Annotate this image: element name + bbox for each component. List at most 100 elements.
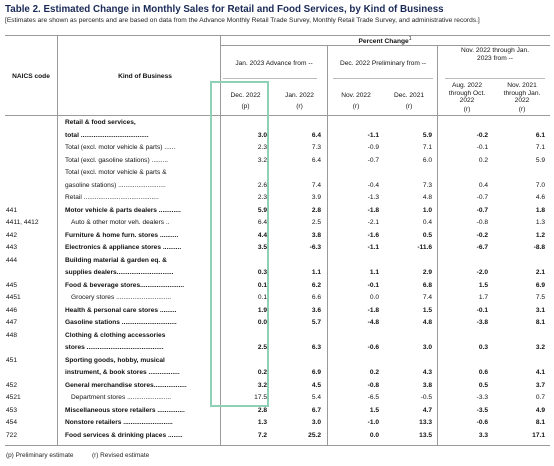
header-col4: Dec. 2021 bbox=[393, 92, 425, 99]
value-cell: 4.7 bbox=[422, 406, 432, 414]
value-cell: 6.4 bbox=[311, 156, 321, 164]
kind-of-business: Total (excl. motor vehicle & parts & bbox=[65, 169, 167, 177]
table-row: 4451 Grocery stores .....................… bbox=[5, 292, 550, 305]
value-cell: 7.1 bbox=[535, 144, 545, 152]
value-cell: 6.8 bbox=[422, 281, 432, 289]
value-cell: -0.6 bbox=[367, 344, 379, 352]
value-cell: 1.2 bbox=[535, 231, 545, 239]
kind-of-business: Furniture & home furn. stores .......... bbox=[65, 231, 179, 239]
table-row: Total (excl. gasoline stations) ........… bbox=[5, 155, 550, 168]
naics-code: 452 bbox=[6, 381, 18, 389]
footnote-revised: (r) Revised estimate bbox=[92, 452, 150, 459]
header-grp2: Dec. 2022 Preliminary from -- bbox=[339, 60, 427, 67]
value-cell: 0.4 bbox=[422, 219, 432, 227]
value-cell: 4.9 bbox=[535, 406, 545, 414]
naics-code: 451 bbox=[6, 356, 18, 364]
value-cell: 3.8 bbox=[422, 381, 432, 389]
value-cell: 6.4 bbox=[311, 131, 321, 139]
rule-grp1 bbox=[223, 78, 317, 79]
value-cell: 1.1 bbox=[369, 269, 379, 277]
value-cell: 5.7 bbox=[311, 319, 321, 327]
naics-code: 448 bbox=[6, 331, 18, 339]
value-cell: 0.2 bbox=[478, 156, 488, 164]
table-row: 442 Furniture & home furn. stores .......… bbox=[5, 230, 550, 243]
value-cell: 4.5 bbox=[311, 381, 321, 389]
value-cell: 4.8 bbox=[422, 194, 432, 202]
kind-of-business: Retail & food services, bbox=[65, 119, 136, 126]
table-row: 444 Building material & garden eq. & bbox=[5, 255, 550, 268]
rule-grp3 bbox=[445, 78, 545, 79]
value-cell: 3.1 bbox=[535, 306, 545, 314]
value-cell: 2.5 bbox=[257, 344, 267, 352]
value-cell: 3.2 bbox=[535, 344, 545, 352]
value-cell: 0.0 bbox=[369, 432, 379, 439]
value-cell: 6.7 bbox=[311, 406, 321, 414]
value-cell: 0.5 bbox=[478, 381, 488, 389]
sales-change-table: Percent Change1 NAICS code Kind of Busin… bbox=[5, 35, 550, 446]
header-col2: Jan. 2022 bbox=[285, 92, 314, 99]
value-cell: 8.1 bbox=[535, 419, 545, 427]
kind-of-business: Electronics & appliance stores .........… bbox=[65, 244, 182, 252]
value-cell: 0.2 bbox=[257, 369, 267, 377]
header-naics: NAICS code bbox=[12, 73, 50, 80]
table-row: 446 Health & personal care stores .......… bbox=[5, 305, 550, 318]
table-row: 451 Sporting goods, hobby, musical bbox=[5, 355, 550, 368]
kind-of-business: Nonstore retailers .....................… bbox=[65, 419, 173, 427]
value-cell: -0.7 bbox=[476, 206, 488, 214]
table-row: 453 Miscellaneous store retailers .......… bbox=[5, 405, 550, 418]
value-cell: -0.5 bbox=[420, 394, 432, 402]
header-col3: Nov. 2022 bbox=[341, 92, 371, 99]
table-row: 441 Motor vehicle & parts dealers .......… bbox=[5, 205, 550, 218]
kind-of-business: Building material & garden eq. & bbox=[65, 256, 167, 264]
vrule-kind bbox=[220, 35, 221, 445]
kind-of-business: Retail .................................… bbox=[65, 194, 159, 202]
header-grp1: Jan. 2023 Advance from -- bbox=[235, 60, 313, 67]
value-cell: 0.2 bbox=[369, 369, 379, 377]
value-cell: 6.9 bbox=[535, 281, 545, 289]
table-row: 452 General merchandise stores...........… bbox=[5, 380, 550, 393]
header-col3-mark: (r) bbox=[352, 103, 360, 110]
value-cell: 5.9 bbox=[422, 131, 432, 139]
value-cell: -6.5 bbox=[367, 394, 379, 402]
value-cell: 2.5 bbox=[311, 219, 321, 227]
table-row: 454 Nonstore retailers ..................… bbox=[5, 417, 550, 430]
value-cell: -2.0 bbox=[476, 269, 488, 277]
naics-code: 442 bbox=[6, 231, 18, 239]
value-cell: 3.2 bbox=[257, 156, 267, 164]
vrule-grp2 bbox=[437, 45, 438, 445]
table-row: 447 Gasoline stations ...................… bbox=[5, 317, 550, 330]
table-row: total ..................................… bbox=[5, 130, 550, 143]
value-cell: 0.1 bbox=[257, 281, 267, 289]
value-cell: 0.4 bbox=[478, 181, 488, 189]
value-cell: -1.6 bbox=[367, 231, 379, 239]
value-cell: -1.8 bbox=[367, 306, 379, 314]
kind-of-business: Grocery stores .........................… bbox=[71, 294, 172, 302]
rule-top bbox=[5, 35, 550, 36]
value-cell: 17.1 bbox=[532, 432, 545, 439]
value-cell: -0.8 bbox=[367, 381, 379, 389]
value-cell: -0.4 bbox=[367, 181, 379, 189]
table-row: Total (excl. motor vehicle & parts) ....… bbox=[5, 142, 550, 155]
value-cell: 0.0 bbox=[257, 319, 267, 327]
table-row: Total (excl. motor vehicle & parts & bbox=[5, 167, 550, 180]
value-cell: 4.1 bbox=[535, 369, 545, 377]
value-cell: -0.7 bbox=[367, 156, 379, 164]
naics-code: 441 bbox=[6, 206, 18, 214]
value-cell: 5.9 bbox=[535, 156, 545, 164]
value-cell: -0.1 bbox=[476, 144, 488, 152]
value-cell: 8.1 bbox=[535, 319, 545, 327]
value-cell: -11.6 bbox=[417, 244, 432, 252]
table-row: 4521 Department stores ..................… bbox=[5, 392, 550, 405]
header-col2-mark: (r) bbox=[296, 103, 303, 110]
value-cell: 0.7 bbox=[535, 394, 545, 402]
value-cell: 4.4 bbox=[257, 231, 267, 239]
naics-code: 453 bbox=[6, 406, 18, 414]
value-cell: 7.3 bbox=[422, 181, 432, 189]
value-cell: 7.5 bbox=[535, 294, 545, 302]
table-row: 4411, 4412 Auto & other motor veh. dealer… bbox=[5, 217, 550, 230]
kind-of-business: General merchandise stores..............… bbox=[65, 381, 187, 389]
table-row: stores .................................… bbox=[5, 342, 550, 355]
table-row: 722 Food services & drinking places .....… bbox=[5, 430, 550, 443]
kind-of-business: Motor vehicle & parts dealers ..........… bbox=[65, 206, 181, 214]
value-cell: 7.4 bbox=[422, 294, 432, 302]
